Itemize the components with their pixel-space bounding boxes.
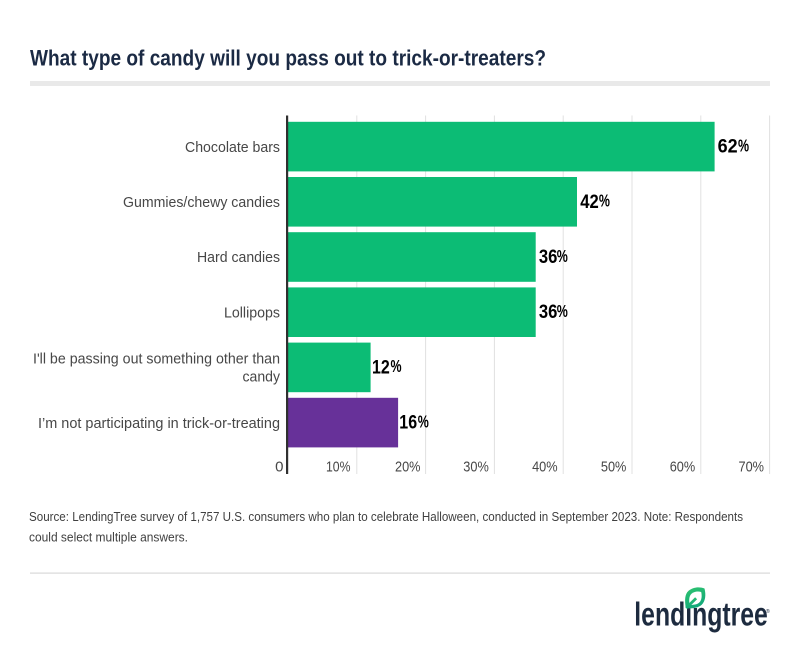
svg-text:10%: 10%: [326, 459, 351, 476]
svg-text:36: 36: [539, 301, 558, 323]
svg-text:16: 16: [399, 412, 417, 434]
svg-text:60%: 60%: [670, 459, 696, 476]
svg-text:%: %: [738, 136, 749, 156]
svg-text:36: 36: [539, 246, 558, 268]
svg-text:40%: 40%: [532, 459, 558, 476]
svg-text:30%: 30%: [463, 459, 489, 476]
svg-text:%: %: [557, 302, 568, 322]
svg-text:I’m not participating in trick: I’m not participating in trick-or-treati…: [38, 415, 280, 432]
svg-text:12: 12: [372, 356, 390, 378]
svg-text:Hard candies: Hard candies: [197, 249, 280, 266]
svg-text:I'll be passing out something: I'll be passing out something other than: [33, 351, 280, 368]
svg-text:Source: LendingTree survey of: Source: LendingTree survey of 1,757 U.S.…: [29, 509, 743, 524]
svg-text:Chocolate bars: Chocolate bars: [185, 139, 280, 156]
svg-text:Lollipops: Lollipops: [224, 304, 280, 321]
svg-text:70%: 70%: [739, 459, 765, 476]
svg-text:42: 42: [580, 191, 599, 213]
svg-text:%: %: [557, 247, 568, 267]
svg-text:0: 0: [275, 459, 283, 476]
svg-text:%: %: [391, 357, 402, 377]
svg-text:What type of candy will you pa: What type of candy will you pass out to …: [30, 46, 546, 71]
svg-text:62: 62: [718, 136, 738, 158]
svg-text:candy: candy: [243, 369, 281, 386]
svg-text:could select multiple answers.: could select multiple answers.: [29, 530, 188, 545]
svg-text:Gummies/chewy candies: Gummies/chewy candies: [123, 194, 280, 211]
svg-text:%: %: [599, 192, 610, 212]
svg-text:®: ®: [766, 608, 770, 615]
svg-text:%: %: [418, 412, 429, 432]
svg-text:50%: 50%: [601, 459, 627, 476]
svg-text:20%: 20%: [395, 459, 421, 476]
